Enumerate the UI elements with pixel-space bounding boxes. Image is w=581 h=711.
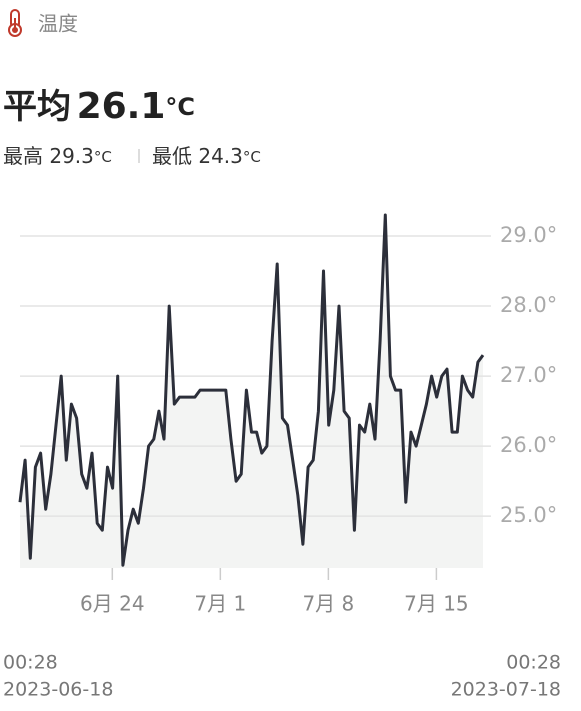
y-tick-label: 29.0° [500,223,557,247]
x-tick-label: 6月 24 [80,592,145,616]
end-time: 00:28 [506,652,561,674]
start-time: 00:28 [3,652,58,674]
range-min: 最低 24.3°C [152,144,261,168]
thermometer-icon [8,9,22,37]
y-tick-label: 25.0° [500,503,557,527]
y-tick-label: 26.0° [500,433,557,457]
min-label: 最低 [152,144,192,168]
x-tick-label: 7月 8 [302,592,354,616]
y-tick-label: 27.0° [500,363,557,387]
avg-label: 平均 [3,87,71,127]
x-tick-label: 7月 1 [194,592,246,616]
avg-unit: °C [165,93,195,121]
min-value: 24.3 [198,144,243,168]
area-fill [20,215,483,568]
start-date: 2023-06-18 [3,679,113,701]
x-tick-label: 7月 15 [404,592,469,616]
average: 平均 26.1°C [3,86,195,127]
max-label: 最高 [3,144,43,168]
max-unit: °C [94,148,112,166]
max-value: 29.3 [49,144,94,168]
line [18,213,485,567]
min-unit: °C [243,148,261,166]
y-tick-label: 28.0° [500,293,557,317]
avg-value: 26.1 [77,86,166,127]
end-date: 2023-07-18 [451,679,561,701]
range: 最高 29.3°C [3,144,112,168]
header-title: 温度 [38,12,78,36]
